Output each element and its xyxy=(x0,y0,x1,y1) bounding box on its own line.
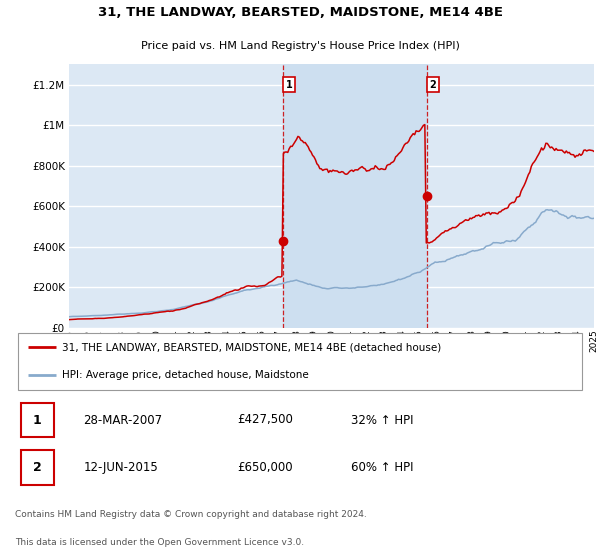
FancyBboxPatch shape xyxy=(20,403,54,437)
Text: 31, THE LANDWAY, BEARSTED, MAIDSTONE, ME14 4BE (detached house): 31, THE LANDWAY, BEARSTED, MAIDSTONE, ME… xyxy=(62,342,441,352)
Text: 1: 1 xyxy=(286,80,293,90)
Text: 1: 1 xyxy=(33,413,41,427)
Text: 2: 2 xyxy=(33,461,41,474)
Text: £650,000: £650,000 xyxy=(238,461,293,474)
Text: £427,500: £427,500 xyxy=(238,413,293,427)
Text: Price paid vs. HM Land Registry's House Price Index (HPI): Price paid vs. HM Land Registry's House … xyxy=(140,41,460,51)
Text: HPI: Average price, detached house, Maidstone: HPI: Average price, detached house, Maid… xyxy=(62,370,308,380)
Text: 28-MAR-2007: 28-MAR-2007 xyxy=(83,413,163,427)
Text: 60% ↑ HPI: 60% ↑ HPI xyxy=(351,461,414,474)
Text: 12-JUN-2015: 12-JUN-2015 xyxy=(83,461,158,474)
Bar xyxy=(283,64,427,328)
FancyBboxPatch shape xyxy=(18,333,582,390)
Text: 32% ↑ HPI: 32% ↑ HPI xyxy=(351,413,414,427)
Text: Contains HM Land Registry data © Crown copyright and database right 2024.: Contains HM Land Registry data © Crown c… xyxy=(15,510,367,519)
Text: 2: 2 xyxy=(430,80,436,90)
Text: 31, THE LANDWAY, BEARSTED, MAIDSTONE, ME14 4BE: 31, THE LANDWAY, BEARSTED, MAIDSTONE, ME… xyxy=(97,6,503,20)
FancyBboxPatch shape xyxy=(20,450,54,484)
Text: This data is licensed under the Open Government Licence v3.0.: This data is licensed under the Open Gov… xyxy=(15,538,304,547)
